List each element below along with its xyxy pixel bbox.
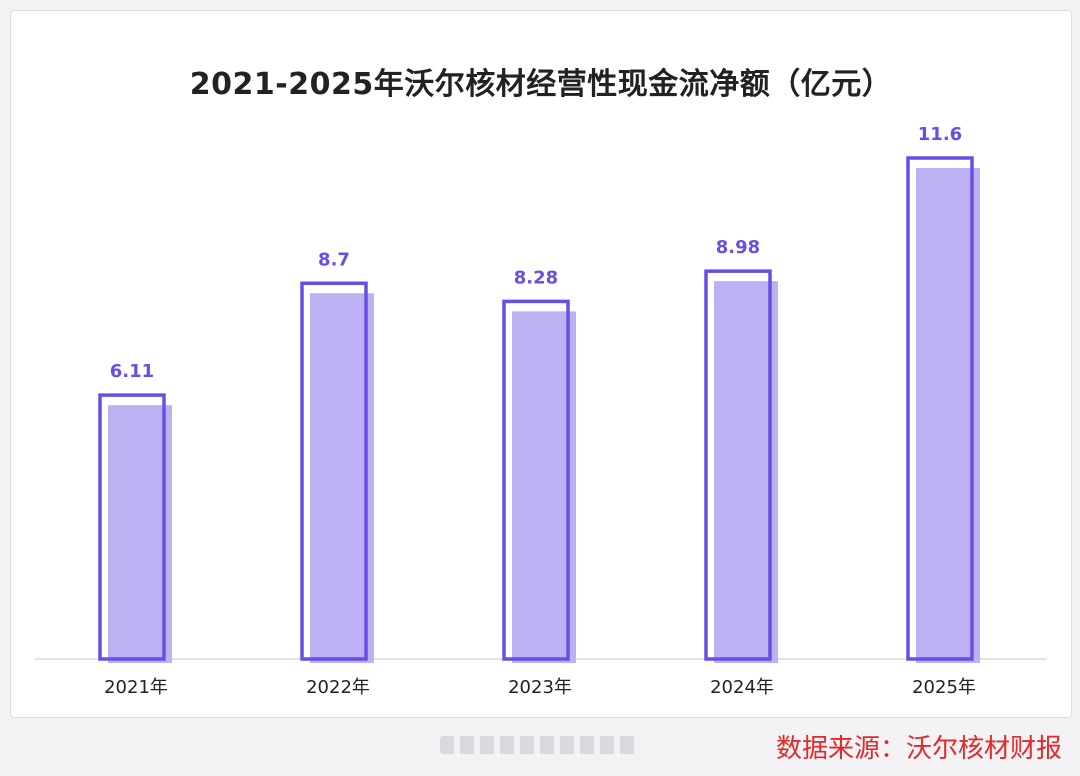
bar — [98, 393, 166, 661]
bar-value-label: 11.6 — [918, 124, 962, 145]
bar-fill — [512, 311, 576, 663]
bar — [704, 269, 772, 661]
data-source-label: 数据来源：沃尔核材财报 — [775, 734, 1062, 764]
bar-fill — [310, 293, 374, 663]
bar — [502, 299, 570, 661]
bar-fill — [714, 281, 778, 663]
x-tick-label: 2021年 — [104, 677, 168, 698]
bar-fill — [916, 168, 980, 663]
bar — [906, 156, 974, 661]
chart-title: 2021-2025年沃尔核材经营性现金流净额（亿元） — [189, 67, 893, 102]
bar-value-label: 8.7 — [318, 249, 350, 270]
bar-value-label: 8.98 — [716, 237, 760, 258]
x-tick-label: 2025年 — [912, 677, 976, 698]
bar-fill — [108, 405, 172, 663]
x-tick-label: 2023年 — [508, 677, 572, 698]
chart-card: 2021-2025年沃尔核材经营性现金流净额（亿元） 6.11 2021年 8.7 2… — [10, 10, 1072, 718]
bar-value-label: 8.28 — [514, 267, 558, 288]
bar-value-label: 6.11 — [110, 361, 154, 382]
bar-chart: 6.11 2021年 8.7 2022年 8.28 2023年 8.98 2024年 11.6 2… — [35, 124, 1047, 698]
x-tick-label: 2024年 — [710, 677, 774, 698]
x-tick-label: 2022年 — [306, 677, 370, 698]
blurred-footer-text — [440, 736, 640, 754]
bar — [300, 281, 368, 661]
